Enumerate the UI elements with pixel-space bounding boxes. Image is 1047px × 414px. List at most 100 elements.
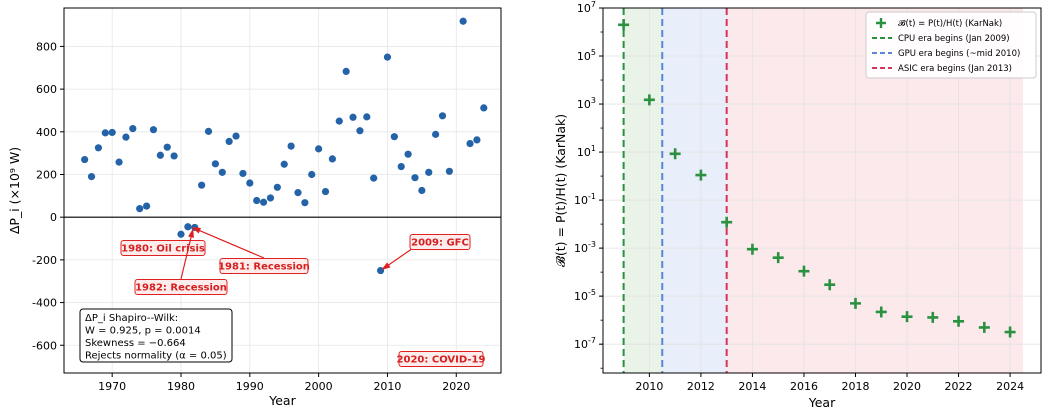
stats-line: Skewness = −0.664 xyxy=(85,338,186,349)
data-point xyxy=(122,133,130,141)
x-tick-label: 2016 xyxy=(790,380,818,393)
data-point xyxy=(101,129,109,137)
y-tick-label: 105 xyxy=(577,48,596,63)
data-point-plus xyxy=(746,243,758,255)
legend-marker-plus xyxy=(876,18,886,28)
annotation-arrow xyxy=(383,245,417,269)
legend-label: ASIC era begins (Jan 2013) xyxy=(898,64,1012,74)
data-point xyxy=(246,179,254,187)
data-point xyxy=(142,202,151,210)
data-point xyxy=(432,130,440,138)
data-point xyxy=(253,196,261,205)
data-point xyxy=(308,170,316,179)
annotation-box xyxy=(409,234,471,250)
data-point-plus xyxy=(849,297,861,309)
data-point xyxy=(136,205,144,213)
plot-frame xyxy=(602,7,1042,374)
x-axis-label: Year xyxy=(268,393,296,408)
data-point xyxy=(335,117,343,125)
data-point xyxy=(204,127,213,135)
data-point xyxy=(239,169,247,178)
data-point xyxy=(473,136,481,144)
x-tick-label: 1970 xyxy=(98,380,126,393)
y-tick-label: -200 xyxy=(32,254,57,267)
data-point-plus xyxy=(927,311,939,323)
y-tick-label: 103 xyxy=(577,96,596,111)
era-shading xyxy=(662,8,727,373)
data-point xyxy=(480,104,488,112)
annotation-label: 1980: Oil crisis xyxy=(121,244,205,255)
annotation-arrow xyxy=(180,231,194,280)
y-axis-label: ΔP_i (×10⁹ W) xyxy=(7,147,22,234)
data-point xyxy=(94,144,103,152)
data-point-plus xyxy=(978,321,990,333)
y-tick-label: 101 xyxy=(577,144,596,159)
data-point xyxy=(321,187,330,196)
y-tick-label: 0 xyxy=(50,211,57,224)
data-point xyxy=(184,223,192,231)
annotation-box xyxy=(134,279,228,295)
data-point xyxy=(466,139,474,148)
data-point xyxy=(198,181,206,189)
legend-box xyxy=(865,11,1037,79)
data-point-plus xyxy=(824,279,836,291)
x-tick-label: 2020 xyxy=(893,380,921,393)
stats-line: Rejects normality (α = 0.05) xyxy=(85,351,227,362)
x-tick-label: 2020 xyxy=(442,380,470,393)
x-tick-label: 2010 xyxy=(373,380,401,393)
x-tick-label: 2014 xyxy=(738,380,766,393)
data-point xyxy=(225,137,233,146)
stats-line: ΔP_i Shapiro--Wilk: xyxy=(85,313,178,324)
left-chart-delta-p: 1970 1980 1990 2000 2010 2020 -600 -400 -200 0 200… xyxy=(7,7,502,408)
right-chart-karnak-ratio: 2010 2012 2014 2016 2018 2020 2022 2024 10-7 10-5… xyxy=(553,0,1042,410)
data-point xyxy=(129,124,137,133)
data-point xyxy=(211,160,220,168)
annotation-arrow xyxy=(194,227,265,259)
data-point xyxy=(383,53,392,61)
data-point xyxy=(294,189,302,197)
annotation-label: 1981: Recession xyxy=(218,262,310,273)
x-tick-label: 1990 xyxy=(236,380,264,393)
data-point xyxy=(287,142,295,150)
x-tick-label: 2000 xyxy=(305,380,333,393)
data-point xyxy=(425,168,433,176)
data-point xyxy=(411,174,419,182)
data-point xyxy=(81,155,89,164)
data-point xyxy=(218,168,226,176)
data-point xyxy=(259,198,268,206)
annotation-arrowhead xyxy=(188,228,194,238)
data-point xyxy=(315,145,323,153)
x-tick-label: 2024 xyxy=(996,380,1024,393)
x-tick-label: 2010 xyxy=(635,380,663,393)
data-point xyxy=(438,112,447,120)
y-tick-label: 10-1 xyxy=(574,192,596,207)
data-point xyxy=(163,143,171,151)
y-tick-label: 800 xyxy=(36,40,57,53)
stats-box xyxy=(79,308,233,363)
y-tick-label: 107 xyxy=(577,0,596,15)
data-point xyxy=(370,174,378,182)
data-point-plus xyxy=(798,265,810,277)
legend-label: GPU era begins (~mid 2010) xyxy=(898,49,1020,59)
y-axis-label: 𝓑(t) = P(t)/H(t) (KarNak) xyxy=(553,114,568,267)
data-point-plus xyxy=(669,148,681,160)
x-axis-label: Year xyxy=(808,395,836,410)
y-tick-label: 400 xyxy=(36,126,57,139)
data-point xyxy=(301,199,309,207)
y-tick-label: 10-7 xyxy=(574,336,596,351)
data-point-plus xyxy=(875,306,887,318)
x-tick-label: 2012 xyxy=(687,380,715,393)
y-tick-label: 10-3 xyxy=(574,240,596,255)
data-point-plus xyxy=(721,216,733,228)
data-point xyxy=(356,127,364,135)
data-point-plus xyxy=(1004,326,1016,338)
data-point xyxy=(328,155,336,163)
annotation-box xyxy=(120,240,206,256)
data-point xyxy=(149,126,158,134)
data-point xyxy=(108,128,116,137)
data-point xyxy=(170,152,178,160)
y-tick-label: -600 xyxy=(32,339,57,352)
annotation-label: 2020: COVID-19 xyxy=(397,355,486,366)
x-tick-label: 2018 xyxy=(841,380,869,393)
